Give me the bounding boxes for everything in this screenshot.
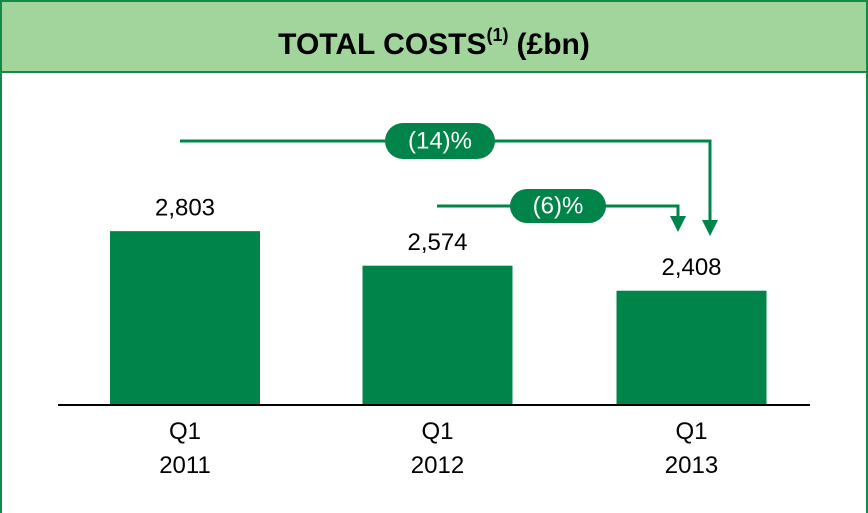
title-text: TOTAL COSTS (278, 28, 486, 61)
annotation: (6)% (533, 192, 584, 219)
chart-title: TOTAL COSTS(1) (£bn) (278, 25, 590, 61)
value-label: 2,574 (407, 229, 467, 256)
bar (616, 290, 767, 405)
header-band (0, 0, 868, 73)
bar (362, 265, 513, 405)
arrow-head (670, 216, 686, 232)
value-label: 2,408 (661, 254, 721, 281)
x-tick-label: Q1 2011 (159, 418, 211, 479)
title-unit: (£bn) (517, 28, 590, 61)
annotation-pill (510, 189, 606, 223)
bar (110, 231, 260, 405)
x-tick-label: Q1 2013 (664, 418, 719, 479)
title-note: (1) (487, 25, 509, 45)
arrow-head (702, 220, 718, 236)
annotation-pill (385, 123, 495, 159)
x-tick-label: Q1 2012 (410, 418, 465, 479)
annotation: (14)% (408, 127, 472, 154)
value-label: 2,803 (155, 195, 215, 222)
arrow-line (180, 139, 712, 222)
